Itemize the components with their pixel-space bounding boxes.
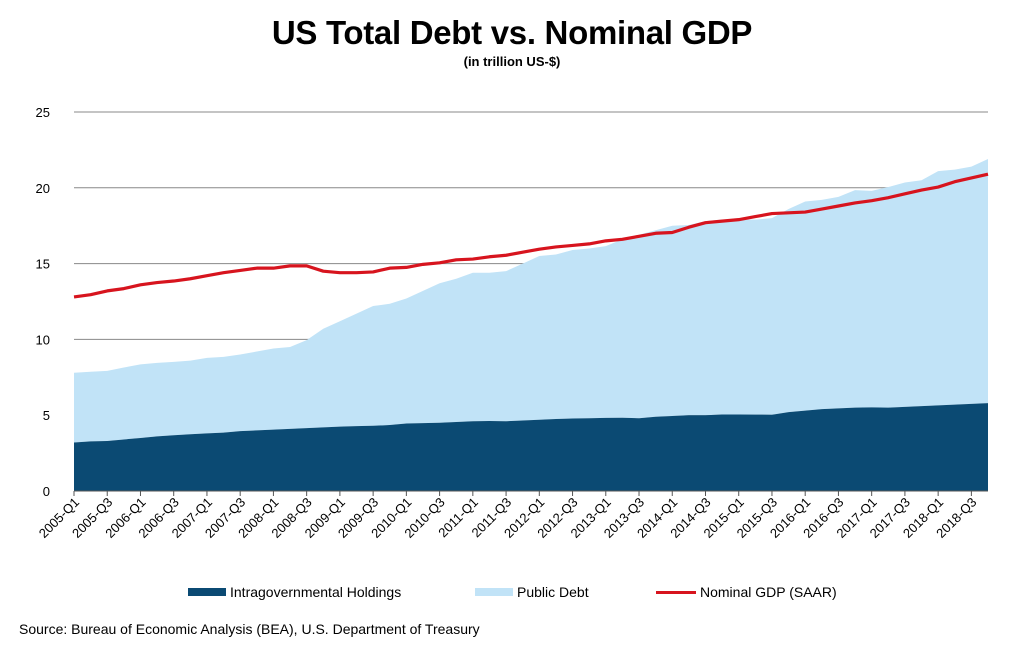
chart-title: US Total Debt vs. Nominal GDP: [271, 14, 753, 51]
legend-label-public-debt: Public Debt: [517, 584, 589, 600]
y-tick-label: 20: [36, 181, 50, 196]
y-tick-labels: 0 5 10 15 20 25: [36, 105, 50, 499]
y-tick-label: 15: [36, 257, 50, 272]
source-note: Source: Bureau of Economic Analysis (BEA…: [19, 621, 480, 637]
legend-swatch-nominal-gdp: [656, 590, 696, 594]
legend-item-public-debt: Public Debt: [475, 584, 589, 600]
legend-item-nominal-gdp: Nominal GDP (SAAR): [656, 584, 837, 600]
line-nominal-gdp: [73, 172, 989, 299]
y-tick-label: 10: [36, 332, 50, 347]
axes: [73, 490, 988, 496]
legend-swatch-intragovernmental: [188, 588, 226, 596]
legend: Intragovernmental Holdings Public Debt N…: [0, 584, 1024, 606]
legend-label-nominal-gdp: Nominal GDP (SAAR): [700, 584, 837, 600]
chart-subtitle: (in trillion US-$): [463, 54, 561, 69]
stacked-areas: [74, 159, 988, 491]
legend-item-intragovernmental-holdings: Intragovernmental Holdings: [188, 584, 401, 600]
y-tick-label: 5: [43, 408, 50, 423]
area-public-debt: [74, 159, 988, 443]
legend-label-intragovernmental: Intragovernmental Holdings: [230, 584, 402, 600]
x-tick-labels: 2005-Q12005-Q32006-Q12006-Q32007-Q12007-…: [36, 495, 980, 541]
area-intragovernmental-holdings: [74, 403, 988, 491]
legend-swatch-public-debt: [475, 588, 513, 596]
y-tick-label: 0: [43, 484, 50, 499]
debt-vs-gdp-chart: 0 5 10 15 20 25 2005-Q12005-Q32006-Q12006-Q32…: [36, 105, 989, 541]
y-tick-label: 25: [36, 105, 50, 120]
series-lines: [73, 172, 989, 299]
